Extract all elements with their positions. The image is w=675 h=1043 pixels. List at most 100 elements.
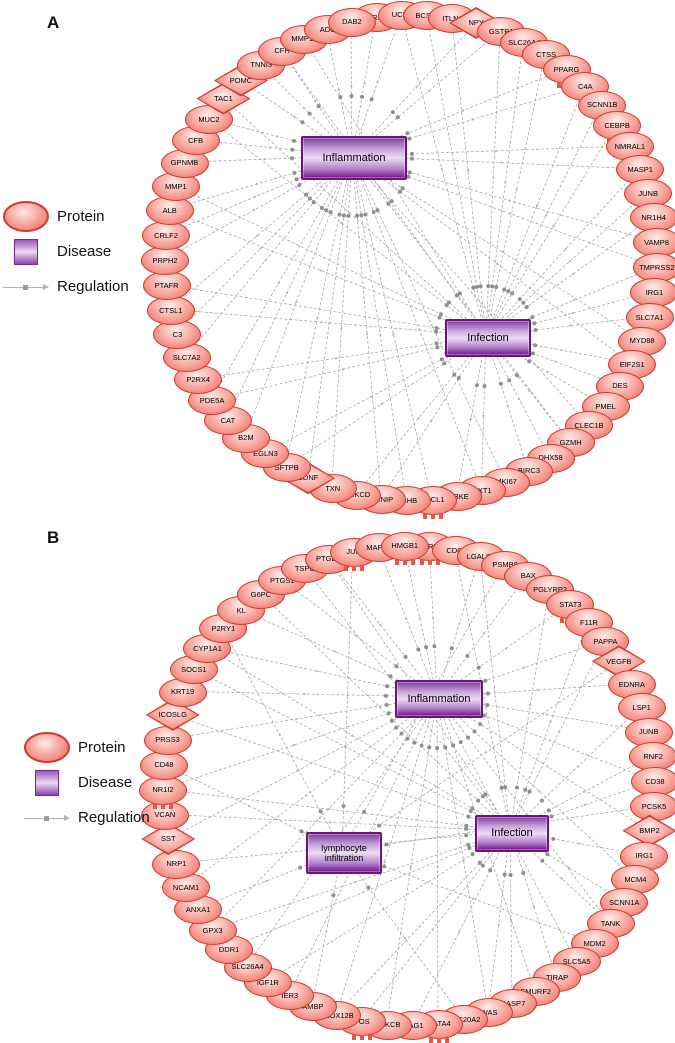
edge-mid-marker xyxy=(340,327,343,330)
protein-node-alb: ALB xyxy=(145,196,194,226)
edge-mid-marker xyxy=(295,717,298,721)
regulation-edge xyxy=(485,30,501,337)
protein-node-label: EIF2S1 xyxy=(619,359,645,369)
edge-mid-marker xyxy=(554,360,557,363)
edge-mid-marker xyxy=(362,891,365,894)
edge-mid-marker xyxy=(497,923,500,927)
protein-node-label: SCNN1B xyxy=(587,100,618,110)
edge-mid-marker xyxy=(558,730,561,734)
edge-mid-marker xyxy=(571,273,574,276)
regulation-edge xyxy=(341,661,620,852)
edge-arrow-dot xyxy=(521,870,526,875)
regulation-edge xyxy=(161,696,438,790)
edge-arrow-dot xyxy=(291,138,296,143)
edge-arrow-dot xyxy=(503,785,508,790)
edge-arrow-dot xyxy=(467,845,472,850)
protein-node-label: ALB xyxy=(162,206,177,216)
edge-mid-marker xyxy=(327,808,331,811)
edge-mid-marker xyxy=(417,417,420,420)
protein-node-label: PAPPA xyxy=(593,636,618,646)
protein-node-label: P2RX4 xyxy=(186,375,211,385)
protein-node-icon xyxy=(24,732,70,763)
regulation-edge xyxy=(436,696,655,782)
disease-node-icon xyxy=(35,769,59,796)
regulation-edge xyxy=(166,696,438,740)
legend: Protein Disease Regulation xyxy=(24,732,150,831)
protein-node-label: SLC7A2 xyxy=(172,352,201,362)
protein-node-label: MAPK3 xyxy=(366,543,392,553)
edge-arrow-dot xyxy=(457,291,462,296)
edge-mid-marker xyxy=(348,211,351,214)
edge-arrow-dot xyxy=(510,291,515,296)
edge-mid-marker xyxy=(484,751,488,754)
edge-arrow-dot xyxy=(366,885,371,890)
edge-mid-marker xyxy=(440,167,443,170)
protein-node-label: STAT3 xyxy=(559,600,582,610)
edge-mid-marker xyxy=(328,821,332,824)
regulation-edge xyxy=(377,546,438,698)
edge-mid-marker xyxy=(583,803,586,807)
edge-arrow-dot xyxy=(533,343,538,348)
edge-mid-marker xyxy=(276,135,279,138)
edge-mid-marker xyxy=(379,333,382,336)
edge-arrow-dot xyxy=(346,213,351,218)
edge-arrow-dot xyxy=(480,863,485,868)
edge-arrow-dot xyxy=(407,170,412,175)
protein-node-label: CD48 xyxy=(154,760,174,770)
regulation-edge xyxy=(487,830,511,1012)
regulation-edge xyxy=(259,593,511,832)
edge-arrow-dot xyxy=(318,809,323,814)
regulation-edge xyxy=(331,155,353,488)
edge-mid-marker xyxy=(333,650,336,653)
legend-regulation-label: Regulation xyxy=(57,278,129,295)
edge-arrow-dot xyxy=(300,120,305,125)
regulation-edge xyxy=(307,155,353,479)
protein-node-label: CLEC1B xyxy=(574,420,604,430)
edge-arrow-dot xyxy=(449,646,454,651)
edge-mid-marker xyxy=(314,99,317,103)
protein-node-label: PRPH2 xyxy=(152,255,178,265)
edge-mid-marker xyxy=(256,234,259,237)
edge-mid-marker xyxy=(482,414,485,417)
protein-node-label: LSP1 xyxy=(632,703,651,713)
protein-node-label: ADC xyxy=(319,24,336,34)
legend-item-regulation: Regulation xyxy=(3,273,129,300)
protein-node-label: EDNRA xyxy=(618,679,646,689)
protein-node-label: TMPRSS2 xyxy=(639,263,675,273)
regulation-edge xyxy=(386,696,438,1025)
edge-mid-marker xyxy=(303,107,306,110)
edge-arrow-dot xyxy=(307,196,312,201)
edge-arrow-dot xyxy=(507,378,512,383)
regulation-edge xyxy=(485,53,546,337)
protein-node-label: JUNB xyxy=(638,727,659,737)
protein-node-label: MYD88 xyxy=(629,336,655,346)
protein-node-label: TXN xyxy=(325,483,341,493)
edge-mid-marker xyxy=(418,925,421,928)
edge-mid-marker xyxy=(316,670,319,673)
panel-b: B Inflammation Infection lymphocyte infilt… xyxy=(0,515,675,1041)
edge-arrow-dot xyxy=(546,808,551,813)
regulation-edge xyxy=(168,209,487,337)
edge-arrow-dot xyxy=(398,189,403,194)
edge-arrow-dot xyxy=(437,315,442,320)
protein-node-label: B2M xyxy=(238,433,254,443)
protein-node-label: JUN xyxy=(346,547,361,557)
edge-arrow-dot xyxy=(298,865,303,870)
regulation-edge xyxy=(403,544,438,698)
protein-node-label: PRSS3 xyxy=(155,735,180,745)
regulation-edge xyxy=(211,696,438,930)
regulation-edge xyxy=(485,41,524,337)
panel-a-label: A xyxy=(47,13,60,32)
edge-arrow-dot xyxy=(341,804,346,809)
edge-mid-marker xyxy=(552,224,555,228)
edge-mid-marker xyxy=(509,919,513,922)
regulation-edge xyxy=(335,696,438,1015)
protein-node-label: PDE5A xyxy=(199,396,225,406)
edge-mid-marker xyxy=(436,865,439,868)
regulation-edge xyxy=(509,830,557,977)
edge-mid-marker xyxy=(522,666,526,669)
edge-mid-marker xyxy=(303,692,306,696)
regulation-edge xyxy=(163,813,511,832)
edge-arrow-dot xyxy=(407,136,412,141)
edge-arrow-dot xyxy=(483,678,488,683)
